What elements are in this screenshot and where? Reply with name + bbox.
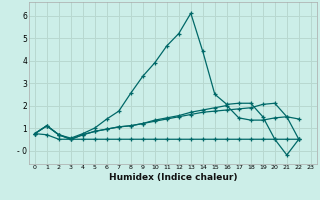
X-axis label: Humidex (Indice chaleur): Humidex (Indice chaleur) xyxy=(108,173,237,182)
